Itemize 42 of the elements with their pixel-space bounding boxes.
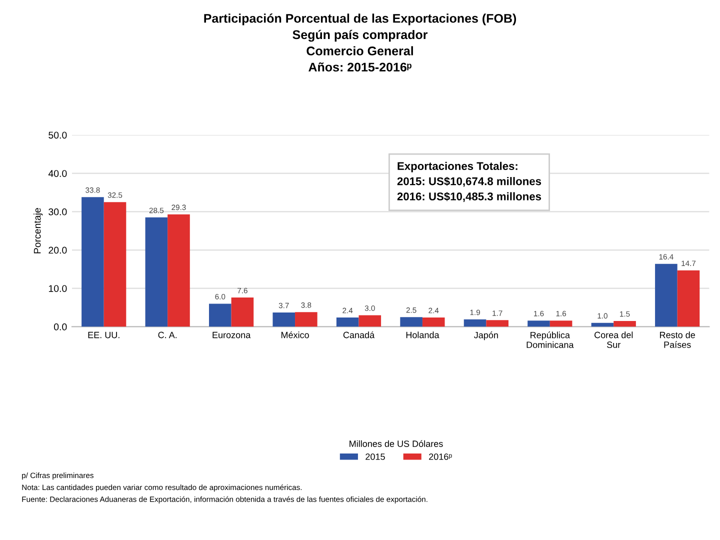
legend-label: 2016ᵖ — [429, 454, 452, 460]
bar — [550, 320, 572, 327]
bar — [464, 319, 486, 327]
x-tick-label: México — [281, 331, 309, 338]
bar — [614, 320, 636, 327]
x-tick-label: Holanda — [406, 332, 440, 338]
bar — [168, 214, 190, 327]
legend-title: Millones de US Dólares — [350, 440, 443, 447]
bar — [104, 202, 126, 327]
bar — [272, 312, 296, 327]
y-axis-title: Porcentaje — [34, 208, 43, 254]
x-tick-label: Corea del Sur — [594, 332, 633, 348]
bar — [209, 304, 232, 327]
bar — [400, 317, 422, 327]
y-tick-label: 50.0 — [48, 132, 67, 139]
x-tick-label: República Dominicana — [526, 332, 574, 348]
bar — [591, 322, 614, 327]
bar — [82, 197, 104, 327]
x-tick-label: C. A. — [158, 332, 177, 338]
bar — [145, 217, 168, 327]
x-tick-label: Eurozona — [212, 332, 251, 338]
legend-label: 2015 — [366, 454, 385, 460]
x-tick-label: EE. UU. — [88, 332, 120, 338]
bar — [486, 320, 508, 327]
bar — [677, 270, 700, 327]
x-tick-label: Canadá — [343, 331, 375, 338]
x-tick-label: Japón — [474, 332, 498, 340]
annotation: Exportaciones Totales: 2015: US$10,674.8 millones 2016: US$10,485.3 millones — [397, 162, 542, 202]
bar — [358, 315, 382, 327]
y-tick-label: 40.0 — [48, 170, 67, 177]
y-tick-label: 10.0 — [48, 285, 67, 292]
y-tick-label: 20.0 — [48, 246, 67, 254]
y-tick-label: 30.0 — [48, 208, 67, 216]
bar — [422, 318, 445, 327]
chart-title: Participación Porcentual de las Exportaciones (FOB) Según país comprador Comercio General Años: 2015-2016ᵖ — [204, 14, 516, 72]
bar — [231, 298, 254, 327]
bar — [336, 318, 359, 327]
bar — [655, 264, 678, 327]
x-tick-label: Resto de Países — [660, 332, 696, 348]
y-tick-label: 0.0 — [54, 323, 67, 330]
bar — [528, 320, 550, 327]
bar — [295, 312, 318, 327]
